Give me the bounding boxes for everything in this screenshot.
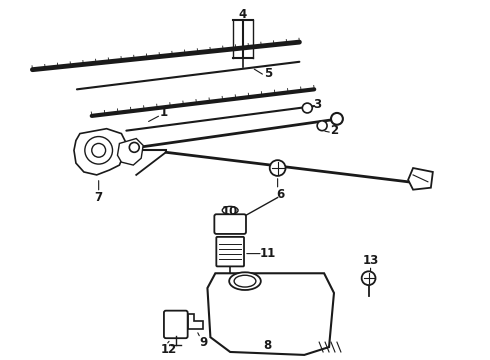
Circle shape bbox=[85, 136, 113, 164]
Text: 10: 10 bbox=[222, 205, 238, 218]
FancyBboxPatch shape bbox=[214, 214, 246, 234]
Circle shape bbox=[362, 271, 375, 285]
Text: 2: 2 bbox=[330, 124, 338, 137]
Ellipse shape bbox=[222, 206, 238, 214]
Circle shape bbox=[302, 103, 312, 113]
Ellipse shape bbox=[229, 272, 261, 290]
Text: 9: 9 bbox=[199, 336, 208, 348]
Polygon shape bbox=[207, 273, 334, 355]
Text: 12: 12 bbox=[161, 342, 177, 356]
Polygon shape bbox=[188, 314, 203, 329]
Circle shape bbox=[270, 160, 286, 176]
FancyBboxPatch shape bbox=[216, 237, 244, 266]
Text: 4: 4 bbox=[239, 8, 247, 21]
Circle shape bbox=[331, 113, 343, 125]
Text: 3: 3 bbox=[313, 98, 321, 111]
Polygon shape bbox=[74, 129, 126, 175]
Text: 5: 5 bbox=[264, 67, 272, 80]
Text: 8: 8 bbox=[264, 338, 272, 352]
FancyBboxPatch shape bbox=[164, 311, 188, 338]
Text: 7: 7 bbox=[95, 191, 103, 204]
Text: 13: 13 bbox=[363, 254, 379, 267]
Circle shape bbox=[129, 143, 139, 152]
Ellipse shape bbox=[234, 275, 256, 287]
Polygon shape bbox=[118, 139, 143, 165]
Text: 1: 1 bbox=[160, 107, 168, 120]
Polygon shape bbox=[408, 168, 433, 190]
Text: 11: 11 bbox=[260, 247, 276, 260]
Text: 6: 6 bbox=[276, 188, 285, 201]
Circle shape bbox=[317, 121, 327, 131]
Circle shape bbox=[92, 143, 106, 157]
